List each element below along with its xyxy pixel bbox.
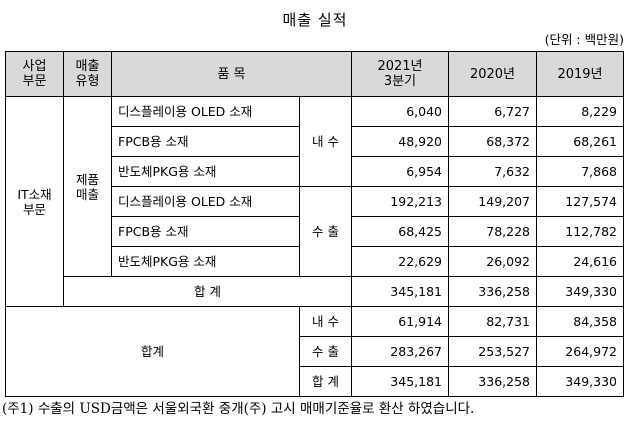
header-2019: 2019년: [536, 51, 624, 97]
value-2020: 336,258: [448, 276, 537, 307]
value-2021: 61,914: [351, 306, 449, 337]
value-2020: 253,527: [448, 336, 537, 367]
item-name: FPCB용 소재: [111, 126, 300, 157]
value-2019: 112,782: [536, 216, 624, 247]
value-2020: 6,727: [448, 96, 537, 127]
value-2021: 283,267: [351, 336, 449, 367]
item-name: 반도체PKG용 소재: [111, 156, 300, 187]
value-2019: 8,229: [536, 96, 624, 127]
grand-total-row: 합계 내 수 61,914 82,731 84,358: [5, 306, 624, 397]
footnote: (주1) 수출의 USD금액은 서울외국환 중개(주) 고시 매매기준율로 환산…: [2, 401, 475, 417]
grand-total-row: 합 계 345,181 336,258 349,330: [6, 366, 624, 397]
item-name: 디스플레이용 OLED 소재: [111, 186, 300, 217]
value-2021: 6,954: [351, 156, 449, 187]
value-2021: 192,213: [351, 186, 449, 217]
value-2021: 22,629: [351, 246, 449, 277]
header-2020: 2020년: [448, 51, 537, 97]
value-2021: 345,181: [351, 276, 449, 307]
item-name: 반도체PKG용 소재: [111, 246, 300, 277]
header-segment: 사업 부문: [5, 51, 64, 97]
value-2021: 345,181: [351, 366, 449, 397]
table-row: IT소재 부문 제품 매출 디스플레이용 OLED 소재 내 수 6,040 6,7…: [5, 96, 624, 307]
table-row: FPCB용 소재 48,920 68,372 68,261: [6, 126, 624, 157]
grand-total-label: 합계: [5, 306, 300, 397]
subtotal-row: 합 계 345,181 336,258 349,330: [6, 276, 624, 307]
sales-table: 사업 부문 매출 유형 품 목 2021년 3분기 2020년 2019년 IT소재 부…: [5, 51, 624, 397]
grand-total-row: 수 출 283,267 253,527 264,972: [6, 336, 624, 367]
item-name: 디스플레이용 OLED 소재: [111, 96, 300, 127]
value-2020: 26,092: [448, 246, 537, 277]
grand-row-label: 내 수: [299, 306, 352, 337]
product-sales-cell: 제품 매출: [63, 96, 112, 277]
page-title: 매출 실적: [282, 11, 348, 29]
grand-row-label: 합 계: [299, 366, 352, 397]
header-row: 사업 부문 매출 유형 품 목 2021년 3분기 2020년 2019년: [5, 51, 624, 97]
value-2021: 6,040: [351, 96, 449, 127]
value-2021: 68,425: [351, 216, 449, 247]
value-2019: 349,330: [536, 366, 624, 397]
value-2019: 264,972: [536, 336, 624, 367]
value-2020: 68,372: [448, 126, 537, 157]
value-2020: 149,207: [448, 186, 537, 217]
header-item: 품 목: [111, 51, 352, 97]
table-row: 디스플레이용 OLED 소재 수 출 192,213 149,207 127,5…: [6, 186, 624, 277]
value-2019: 349,330: [536, 276, 624, 307]
table-row: 반도체PKG용 소재 22,629 26,092 24,616: [6, 246, 624, 277]
value-2020: 7,632: [448, 156, 537, 187]
table-row: 반도체PKG용 소재 6,954 7,632 7,868: [6, 156, 624, 187]
value-2019: 24,616: [536, 246, 624, 277]
segment-cell: IT소재 부문: [5, 96, 64, 307]
header-2021: 2021년 3분기: [351, 51, 449, 97]
value-2021: 48,920: [351, 126, 449, 157]
domestic-label: 내 수: [299, 96, 352, 187]
subtotal-label: 합 계: [63, 276, 352, 307]
export-label: 수 출: [299, 186, 352, 277]
value-2019: 68,261: [536, 126, 624, 157]
item-name: FPCB용 소재: [111, 216, 300, 247]
unit-label: (단위 : 백만원): [544, 32, 624, 47]
header-sales-type: 매출 유형: [63, 51, 112, 97]
value-2019: 84,358: [536, 306, 624, 337]
grand-row-label: 수 출: [299, 336, 352, 367]
table-row: FPCB용 소재 68,425 78,228 112,782: [6, 216, 624, 247]
value-2020: 78,228: [448, 216, 537, 247]
value-2019: 7,868: [536, 156, 624, 187]
value-2020: 82,731: [448, 306, 537, 337]
value-2020: 336,258: [448, 366, 537, 397]
value-2019: 127,574: [536, 186, 624, 217]
